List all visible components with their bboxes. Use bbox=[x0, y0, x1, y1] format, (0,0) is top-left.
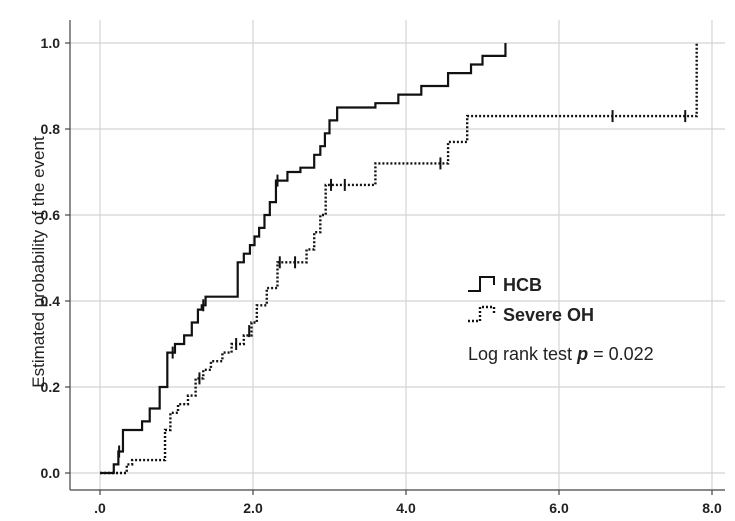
legend: HCB Severe OH bbox=[468, 275, 594, 325]
y-tick-label-3: 0.6 bbox=[41, 207, 61, 223]
axes bbox=[65, 20, 725, 495]
x-tick-label-0: .0 bbox=[94, 500, 106, 516]
x-tick-label-4: 8.0 bbox=[702, 500, 722, 516]
y-tick-label-5: 1.0 bbox=[41, 35, 61, 51]
grid-lines bbox=[70, 20, 725, 490]
x-tick-label-2: 4.0 bbox=[396, 500, 416, 516]
tick-labels: 0.0 0.2 0.4 0.6 0.8 1.0 .0 2.0 4.0 6.0 8.0 bbox=[41, 35, 722, 516]
y-tick-label-2: 0.4 bbox=[41, 293, 61, 309]
y-tick-label-0: 0.0 bbox=[41, 465, 61, 481]
x-tick-label-3: 6.0 bbox=[549, 500, 569, 516]
legend-label-severe-oh: Severe OH bbox=[503, 305, 594, 325]
x-tick-label-1: 2.0 bbox=[243, 500, 263, 516]
log-rank-annotation: Log rank test p = 0.022 bbox=[468, 344, 654, 364]
annotation-prefix: Log rank test bbox=[468, 344, 577, 364]
series-line-hcb bbox=[100, 43, 507, 475]
y-tick-label-1: 0.2 bbox=[41, 379, 61, 395]
legend-symbol-severe-oh bbox=[468, 305, 496, 323]
series-line-severe-oh bbox=[100, 43, 698, 475]
annotation-suffix: = 0.022 bbox=[588, 344, 654, 364]
y-tick-label-4: 0.8 bbox=[41, 121, 61, 137]
legend-symbol-hcb bbox=[468, 276, 495, 292]
legend-label-hcb: HCB bbox=[503, 275, 542, 295]
annotation-p-symbol: p bbox=[576, 344, 588, 364]
y-axis-title: Estimated probability of the event bbox=[29, 136, 48, 388]
series-layer bbox=[100, 43, 698, 475]
